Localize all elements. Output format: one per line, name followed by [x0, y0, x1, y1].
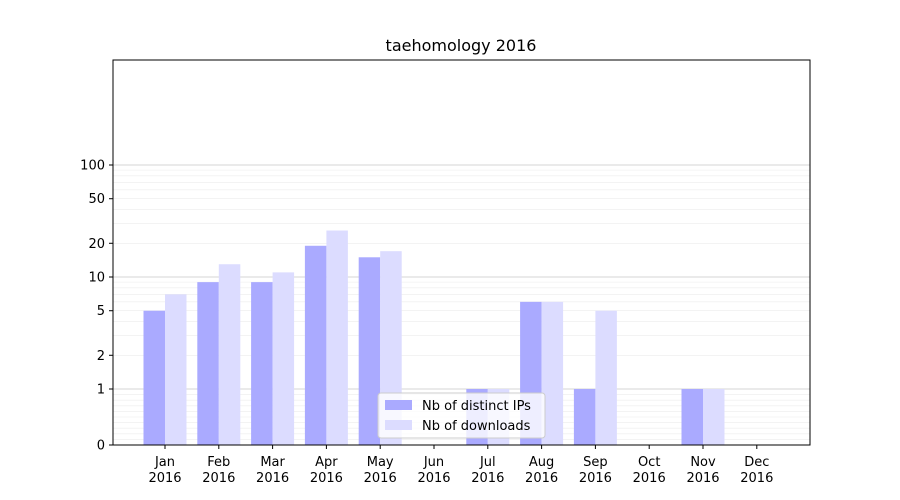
x-tick-label-month: Jun [423, 455, 444, 470]
x-tick-label-year: 2016 [740, 471, 773, 486]
x-tick-label-month: Jul [479, 455, 496, 470]
bar-downloads [541, 301, 564, 445]
bars [143, 230, 725, 445]
bar-distinct-ips [681, 389, 703, 445]
x-tick-label-year: 2016 [633, 471, 666, 486]
x-tick-label-month: Dec [744, 455, 769, 470]
x-tick-label-month: Sep [583, 455, 608, 470]
plot-frame [112, 59, 811, 446]
x-tick-label-month: May [367, 455, 394, 470]
x-tick-label-year: 2016 [686, 471, 719, 486]
x-tick-label-month: Apr [315, 455, 338, 470]
bar-downloads [703, 389, 725, 445]
x-tick-label-month: Feb [207, 455, 230, 470]
legend-box [377, 392, 546, 439]
bar-distinct-ips [197, 282, 219, 445]
legend-label: Nb of downloads [422, 419, 531, 434]
x-tick-label-year: 2016 [310, 471, 343, 486]
y-tick-label: 5 [97, 304, 105, 319]
bar-downloads [326, 230, 348, 445]
x-tick-label-year: 2016 [256, 471, 289, 486]
axes: 0125102050100Jan2016Feb2016Mar2016Apr201… [80, 59, 811, 486]
y-tick-label: 20 [88, 237, 105, 252]
y-tick-label: 1 [97, 383, 105, 398]
bar-downloads [272, 272, 295, 445]
bar-distinct-ips [143, 310, 165, 445]
bar-downloads [595, 310, 617, 445]
y-tick-label: 50 [88, 192, 105, 207]
bar-distinct-ips [573, 389, 596, 445]
y-tick-label: 10 [88, 271, 105, 286]
bar-distinct-ips [304, 245, 327, 445]
x-tick-label-month: Nov [690, 455, 716, 470]
x-tick-label-year: 2016 [579, 471, 612, 486]
x-tick-label-year: 2016 [202, 471, 235, 486]
y-tick-label: 100 [80, 159, 105, 174]
x-tick-label-year: 2016 [364, 471, 397, 486]
x-tick-label-year: 2016 [148, 471, 181, 486]
legend-swatch [385, 400, 412, 410]
x-tick-label-month: Aug [529, 455, 554, 470]
x-tick-label-month: Jan [154, 455, 175, 470]
legend-swatch [385, 420, 412, 430]
bar-distinct-ips [358, 257, 381, 445]
y-tick-label: 0 [97, 439, 105, 454]
bar-downloads [218, 264, 241, 445]
x-tick-label-month: Oct [638, 455, 660, 470]
x-tick-label-year: 2016 [471, 471, 504, 486]
bar-downloads [165, 294, 187, 445]
legend: Nb of distinct IPs Nb of downloads [377, 392, 546, 439]
legend-label: Nb of distinct IPs [422, 399, 531, 414]
chart-title: taehomology 2016 [386, 36, 537, 55]
y-tick-label: 2 [97, 349, 105, 364]
x-tick-label-year: 2016 [525, 471, 558, 486]
x-tick-label-month: Mar [260, 455, 285, 470]
bar-distinct-ips [251, 282, 273, 445]
x-tick-label-year: 2016 [417, 471, 450, 486]
